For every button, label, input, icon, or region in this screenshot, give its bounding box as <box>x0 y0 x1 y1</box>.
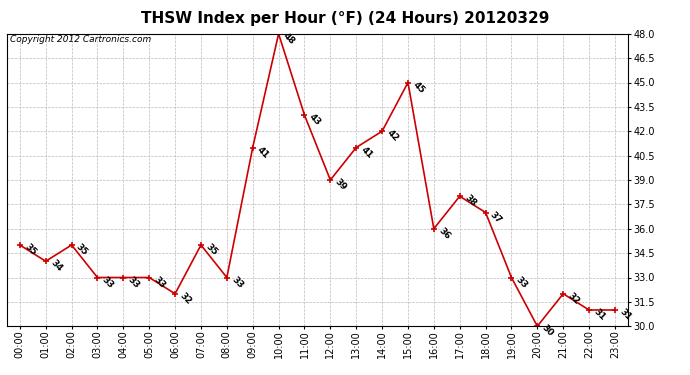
Text: 32: 32 <box>178 291 193 306</box>
Text: 35: 35 <box>75 242 90 257</box>
Text: 42: 42 <box>385 129 400 144</box>
Text: THSW Index per Hour (°F) (24 Hours) 20120329: THSW Index per Hour (°F) (24 Hours) 2012… <box>141 11 549 26</box>
Text: 30: 30 <box>540 324 555 339</box>
Text: 35: 35 <box>204 242 219 257</box>
Text: 33: 33 <box>100 275 115 290</box>
Text: 41: 41 <box>359 145 374 160</box>
Text: 34: 34 <box>48 258 63 274</box>
Text: 39: 39 <box>333 177 348 192</box>
Text: 33: 33 <box>126 275 141 290</box>
Text: Copyright 2012 Cartronics.com: Copyright 2012 Cartronics.com <box>10 35 151 44</box>
Text: 31: 31 <box>618 307 633 322</box>
Text: 48: 48 <box>282 31 297 46</box>
Text: 43: 43 <box>307 112 322 128</box>
Text: 36: 36 <box>437 226 452 241</box>
Text: 45: 45 <box>411 80 426 95</box>
Text: 33: 33 <box>514 275 529 290</box>
Text: 31: 31 <box>592 307 607 322</box>
Text: 33: 33 <box>152 275 167 290</box>
Text: 37: 37 <box>489 210 504 225</box>
Text: 33: 33 <box>230 275 245 290</box>
Text: 35: 35 <box>23 242 38 257</box>
Text: 32: 32 <box>566 291 581 306</box>
Text: 41: 41 <box>255 145 270 160</box>
Text: 38: 38 <box>462 194 477 208</box>
